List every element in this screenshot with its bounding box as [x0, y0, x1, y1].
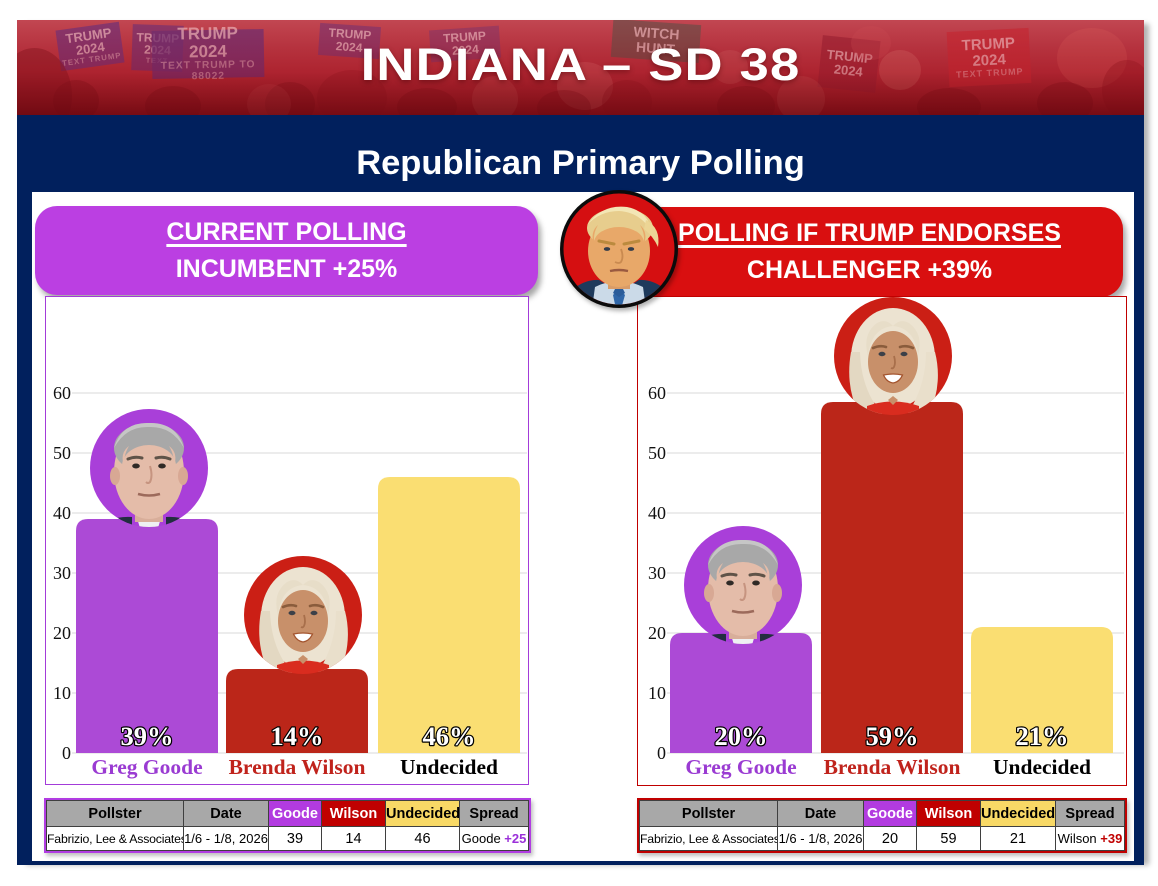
svg-text:20: 20 — [648, 623, 666, 643]
svg-text:60: 60 — [53, 383, 71, 403]
svg-text:20%: 20% — [715, 721, 768, 751]
svg-text:14%: 14% — [271, 721, 324, 751]
svg-text:10: 10 — [53, 683, 71, 703]
svg-text:Undecided: Undecided — [400, 755, 498, 779]
svg-text:30: 30 — [648, 563, 666, 583]
svg-text:40: 40 — [648, 503, 666, 523]
svg-text:Greg Goode: Greg Goode — [685, 755, 796, 779]
svg-text:30: 30 — [53, 563, 71, 583]
svg-text:50: 50 — [53, 443, 71, 463]
svg-text:40: 40 — [53, 503, 71, 523]
svg-text:Brenda Wilson: Brenda Wilson — [824, 755, 961, 779]
svg-text:0: 0 — [657, 743, 666, 763]
svg-text:0: 0 — [62, 743, 71, 763]
svg-text:46%: 46% — [423, 721, 476, 751]
svg-text:59%: 59% — [866, 721, 919, 751]
svg-text:Brenda Wilson: Brenda Wilson — [229, 755, 366, 779]
svg-text:20: 20 — [53, 623, 71, 643]
svg-text:21%: 21% — [1016, 721, 1069, 751]
svg-text:50: 50 — [648, 443, 666, 463]
svg-text:Greg Goode: Greg Goode — [91, 755, 202, 779]
svg-text:Undecided: Undecided — [993, 755, 1091, 779]
svg-text:60: 60 — [648, 383, 666, 403]
svg-text:10: 10 — [648, 683, 666, 703]
svg-text:39%: 39% — [121, 721, 174, 751]
